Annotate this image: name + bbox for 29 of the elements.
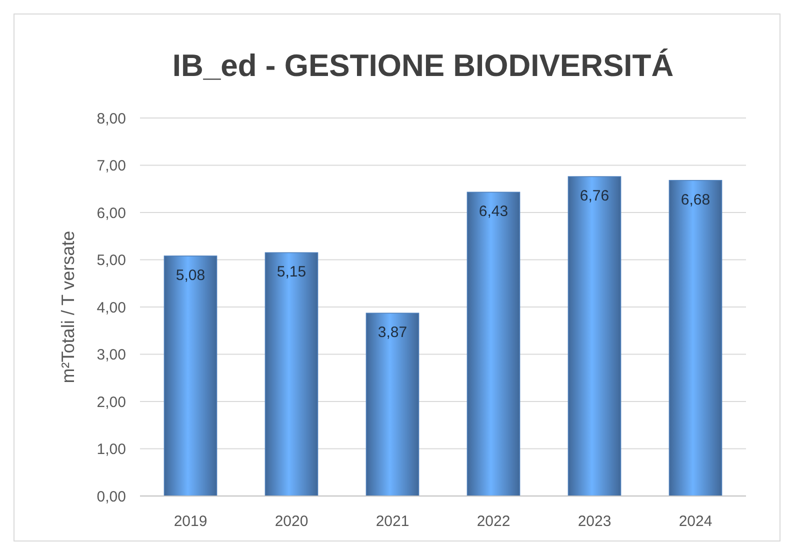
- x-tick-label: 2020: [274, 513, 308, 530]
- y-tick-label: 3,00: [96, 346, 126, 364]
- x-tick-label: 2024: [678, 513, 712, 530]
- y-axis-title: m²Totali / T versate: [58, 230, 78, 384]
- bar: [668, 180, 722, 496]
- chart-title: IB_ed - GESTIONE BIODIVERSITÁ: [172, 48, 674, 83]
- y-tick-label: 7,00: [96, 158, 126, 174]
- x-tick-label: 2022: [476, 513, 510, 530]
- x-tick-label: 2023: [578, 513, 612, 530]
- y-tick-label: 8,00: [96, 110, 126, 128]
- y-tick-label: 2,00: [96, 394, 126, 411]
- data-label: 6,43: [478, 203, 508, 220]
- data-label: 5,08: [176, 266, 206, 284]
- bar: [466, 192, 520, 496]
- bar: [366, 312, 420, 496]
- x-tick-label: 2019: [174, 513, 208, 530]
- y-tick-label: 0,00: [96, 488, 126, 506]
- y-tick-label: 1,00: [96, 441, 126, 458]
- y-tick-label: 6,00: [96, 204, 126, 222]
- data-label: 6,68: [680, 191, 710, 208]
- data-label: 3,87: [378, 324, 408, 342]
- y-tick-label: 4,00: [96, 299, 126, 316]
- y-tick-label: 5,00: [96, 252, 126, 269]
- data-label: 6,76: [580, 188, 610, 205]
- data-label: 5,15: [276, 264, 306, 281]
- bar: [164, 256, 218, 496]
- x-tick-label: 2021: [376, 513, 410, 530]
- bar: [264, 252, 318, 496]
- bar: [568, 176, 622, 496]
